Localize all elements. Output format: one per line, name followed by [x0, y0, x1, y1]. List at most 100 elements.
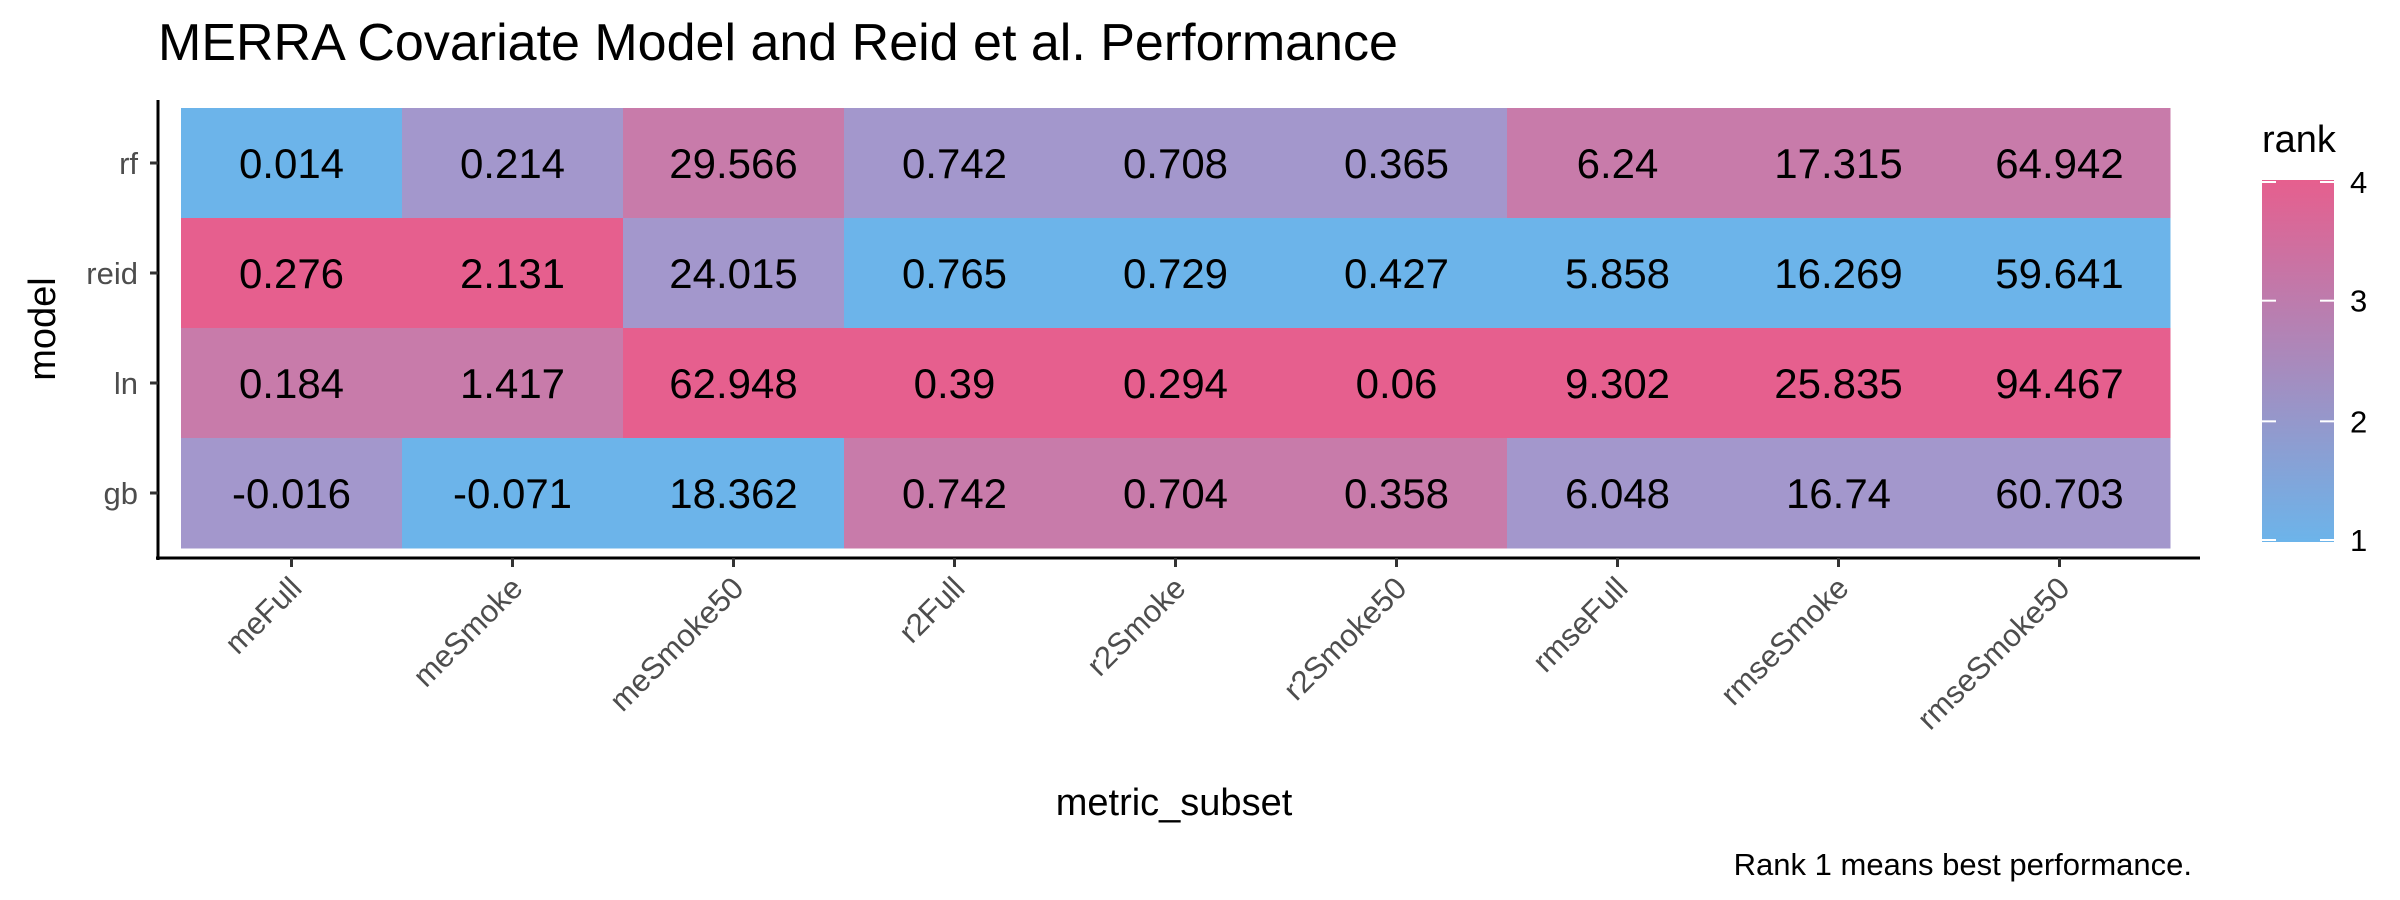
heatmap-cell-rf-r2Smoke50	[1286, 108, 1508, 219]
legend-tick-label-4: 4	[2350, 165, 2367, 200]
y-axis-ticks: rf reid ln gb	[86, 146, 158, 511]
x-tick-label-r2Smoke: r2Smoke	[1080, 570, 1192, 682]
heatmap-cell-reid-rmseSmoke	[1728, 218, 1950, 329]
heatmap-cell-gb-rmseSmoke50	[1949, 438, 2171, 549]
x-tick-label-meSmoke50: meSmoke50	[603, 570, 751, 718]
cell-value-label: 0.214	[460, 140, 565, 187]
cell-value-label: 25.835	[1774, 360, 1902, 407]
cell-value-label: 0.39	[914, 360, 996, 407]
cell-value-label: 17.315	[1774, 140, 1902, 187]
cell-value-label: 1.417	[460, 360, 565, 407]
x-tick-label-r2Full: r2Full	[892, 570, 972, 650]
legend: rank 1 2 3 4	[2262, 119, 2367, 558]
x-tick-label-rmseFull: rmseFull	[1526, 570, 1635, 679]
heatmap-cell-reid-r2Full	[844, 218, 1066, 329]
cell-value-label: 60.703	[1995, 470, 2123, 517]
heatmap-cell-gb-r2Full	[844, 438, 1066, 549]
heatmap-cell-reid-r2Smoke	[1065, 218, 1287, 329]
x-tick-label-meSmoke: meSmoke	[406, 570, 529, 693]
heatmap-cell-rf-r2Smoke	[1065, 108, 1287, 219]
y-tick-label-ln: ln	[114, 366, 138, 401]
cell-value-label: 0.06	[1356, 360, 1438, 407]
heatmap-cell-gb-meFull	[181, 438, 403, 549]
y-tick-label-gb: gb	[104, 476, 138, 511]
heatmap-cell-rf-meFull	[181, 108, 403, 219]
legend-title: rank	[2262, 119, 2337, 161]
y-tick-label-rf: rf	[119, 146, 138, 181]
y-axis-title: model	[22, 277, 64, 381]
cell-value-label: 0.276	[239, 250, 344, 297]
heatmap-cell-rf-meSmoke50	[623, 108, 845, 219]
cell-value-label: 0.729	[1123, 250, 1228, 297]
chart-title: MERRA Covariate Model and Reid et al. Pe…	[158, 14, 1398, 72]
cell-value-label: 0.708	[1123, 140, 1228, 187]
heatmap-cell-reid-meSmoke	[402, 218, 624, 329]
legend-tick-label-3: 3	[2350, 284, 2367, 319]
cell-value-label: 64.942	[1995, 140, 2123, 187]
heatmap-cell-gb-rmseSmoke	[1728, 438, 1950, 549]
cell-value-label: 16.269	[1774, 250, 1902, 297]
heatmap-cell-rf-rmseSmoke	[1728, 108, 1950, 219]
legend-ticks: 1 2 3 4	[2262, 165, 2367, 558]
cell-value-label: 6.048	[1565, 470, 1670, 517]
heatmap-cell-ln-rmseFull	[1507, 328, 1729, 439]
heatmap-cell-ln-rmseSmoke50	[1949, 328, 2171, 439]
heatmap-cell-ln-meSmoke	[402, 328, 624, 439]
cell-value-label: 59.641	[1995, 250, 2123, 297]
cell-value-label: 5.858	[1565, 250, 1670, 297]
heatmap-cell-rf-meSmoke	[402, 108, 624, 219]
heatmap-cell-ln-r2Full	[844, 328, 1066, 439]
cell-value-label: 0.765	[902, 250, 1007, 297]
cell-value-label: -0.016	[232, 470, 351, 517]
cell-value-label: 6.24	[1577, 140, 1659, 187]
y-tick-label-reid: reid	[86, 256, 138, 291]
cell-value-label: 0.742	[902, 140, 1007, 187]
heatmap-cell-ln-meSmoke50	[623, 328, 845, 439]
cell-value-label: 0.294	[1123, 360, 1228, 407]
heatmap-cell-labels: 0.014 0.214 29.566 0.742 0.708 0.365 6.24 17.31…	[232, 140, 2124, 517]
heatmap-cell-rf-r2Full	[844, 108, 1066, 219]
x-tick-label-r2Smoke50: r2Smoke50	[1277, 570, 1414, 707]
cell-value-label: 29.566	[669, 140, 797, 187]
cell-value-label: 0.704	[1123, 470, 1228, 517]
cell-value-label: 16.74	[1786, 470, 1891, 517]
heatmap-cell-gb-r2Smoke	[1065, 438, 1287, 549]
cell-value-label: 2.131	[460, 250, 565, 297]
heatmap-cell-reid-rmseSmoke50	[1949, 218, 2171, 329]
heatmap-cell-ln-r2Smoke50	[1286, 328, 1508, 439]
legend-tick-label-2: 2	[2350, 404, 2367, 439]
chart-caption: Rank 1 means best performance.	[1734, 847, 2192, 882]
cell-value-label: 18.362	[669, 470, 797, 517]
heatmap-cell-gb-meSmoke	[402, 438, 624, 549]
cell-value-label: 0.184	[239, 360, 344, 407]
cell-value-label: 0.365	[1344, 140, 1449, 187]
cell-value-label: 62.948	[669, 360, 797, 407]
heatmap-cell-ln-rmseSmoke	[1728, 328, 1950, 439]
cell-value-label: 94.467	[1995, 360, 2123, 407]
heatmap-cell-gb-rmseFull	[1507, 438, 1729, 549]
x-tick-label-rmseSmoke: rmseSmoke	[1714, 570, 1856, 712]
x-tick-label-meFull: meFull	[218, 570, 309, 661]
cell-value-label: 0.742	[902, 470, 1007, 517]
cell-value-label: -0.071	[453, 470, 572, 517]
heatmap-cell-gb-meSmoke50	[623, 438, 845, 549]
cell-value-label: 24.015	[669, 250, 797, 297]
x-axis-title: metric_subset	[1056, 782, 1293, 824]
cell-value-label: 0.014	[239, 140, 344, 187]
heatmap-cell-gb-r2Smoke50	[1286, 438, 1508, 549]
heatmap-cell-reid-r2Smoke50	[1286, 218, 1508, 329]
heatmap-cell-reid-meFull	[181, 218, 403, 329]
heatmap-cell-rf-rmseSmoke50	[1949, 108, 2171, 219]
heatmap-cell-reid-rmseFull	[1507, 218, 1729, 329]
heatmap-cells	[181, 108, 2171, 549]
legend-colorbar	[2262, 180, 2334, 542]
legend-tick-label-1: 1	[2350, 523, 2367, 558]
x-tick-label-rmseSmoke50: rmseSmoke50	[1910, 570, 2076, 736]
cell-value-label: 0.358	[1344, 470, 1449, 517]
cell-value-label: 9.302	[1565, 360, 1670, 407]
heatmap-cell-ln-meFull	[181, 328, 403, 439]
heatmap-cell-rf-rmseFull	[1507, 108, 1729, 219]
heatmap-cell-reid-meSmoke50	[623, 218, 845, 329]
heatmap-cell-ln-r2Smoke	[1065, 328, 1287, 439]
